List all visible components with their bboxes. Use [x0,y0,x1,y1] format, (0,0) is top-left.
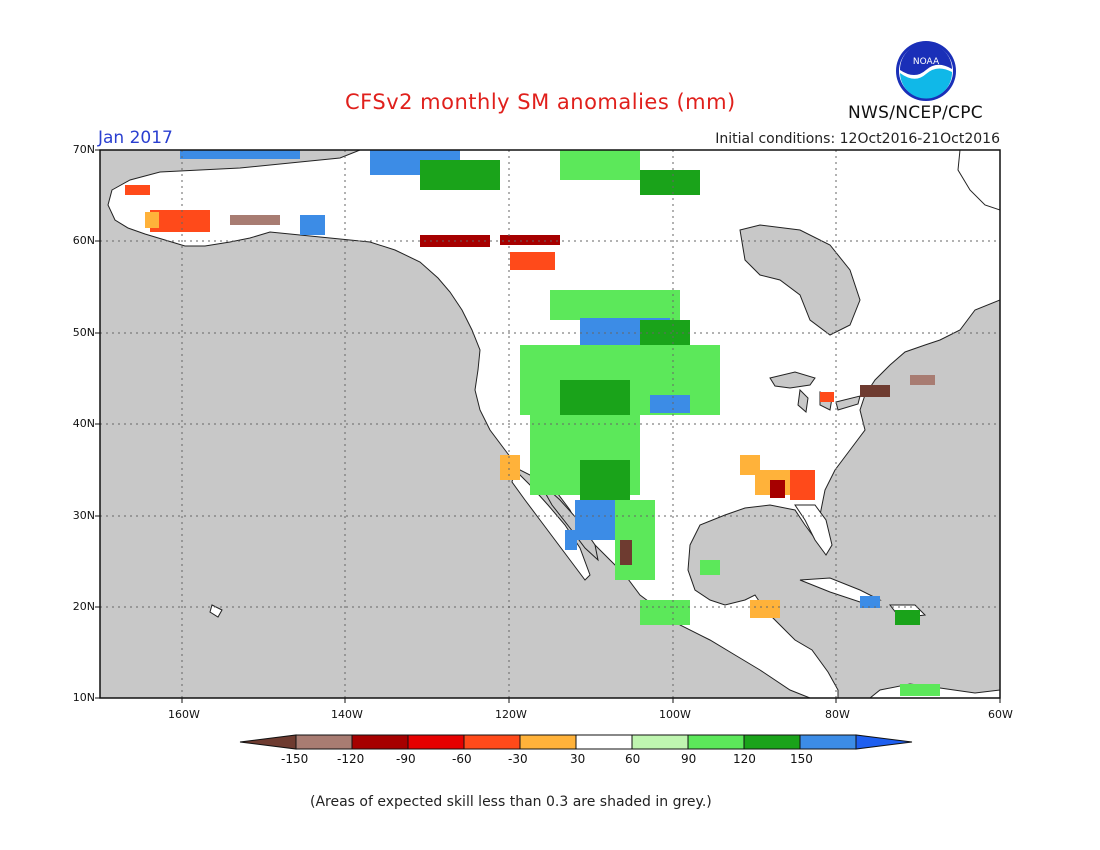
forecast-month: Jan 2017 [98,128,173,148]
colorbar-label-1: -120 [337,752,365,766]
lat-label-20n: 20N [72,600,95,613]
colorbar-label-0: -150 [281,752,309,766]
colorbar-label-6: 60 [625,752,641,766]
lon-label-60w: 60W [988,708,1013,721]
colorbar-label-5: 30 [570,752,586,766]
initial-conditions: Initial conditions: 12Oct2016-21Oct2016 [715,131,1000,147]
lat-label-40n: 40N [72,417,95,430]
lon-label-120w: 120W [495,708,527,721]
colorbar-label-4: -30 [508,752,528,766]
lat-label-10n: 10N [72,691,95,704]
anomaly-patches [125,150,940,696]
lat-label-30n: 30N [72,509,95,522]
lon-label-160w: 160W [168,708,200,721]
page-title: CFSv2 monthly SM anomalies (mm) [345,90,736,114]
noaa-logo: NOAA [896,41,956,101]
colorbar-label-2: -90 [396,752,416,766]
colorbar-label-8: 120 [733,752,756,766]
lat-label-50n: 50N [72,326,95,339]
map-gridlines [100,150,1000,698]
lon-label-100w: 100W [659,708,691,721]
logo-text: NOAA [913,57,940,67]
skill-footnote: (Areas of expected skill less than 0.3 a… [310,794,712,810]
colorbar-label-9: 150 [790,752,813,766]
lat-label-70n: 70N [72,143,95,156]
lon-label-140w: 140W [331,708,363,721]
lon-label-80w: 80W [825,708,850,721]
lat-label-60n: 60N [72,234,95,247]
agency-label: NWS/NCEP/CPC [848,103,983,123]
colorbar-label-7: 90 [681,752,697,766]
colorbar-label-3: -60 [452,752,472,766]
